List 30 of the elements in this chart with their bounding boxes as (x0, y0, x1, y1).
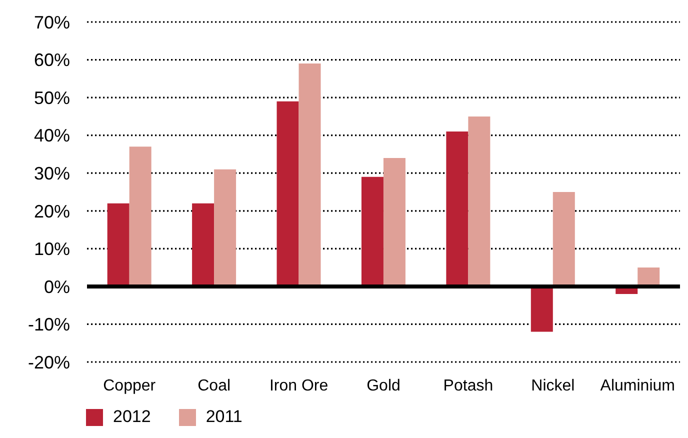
x-tick-label: Nickel (531, 377, 575, 394)
legend-label: 2011 (206, 407, 242, 427)
x-tick-label: Potash (443, 377, 494, 394)
y-tick-label: 60% (34, 50, 70, 70)
x-tick-label: Aluminium (600, 377, 675, 394)
x-tick-label: Iron Ore (269, 377, 328, 394)
bar (552, 192, 575, 286)
bar (276, 101, 299, 286)
x-tick-label: Copper (103, 377, 156, 394)
bar (361, 176, 384, 286)
bar (468, 116, 490, 286)
bar (214, 169, 236, 286)
y-tick-label: 30% (34, 164, 70, 184)
legend-label: 2012 (113, 407, 151, 427)
bar (129, 146, 152, 286)
bar (298, 64, 321, 286)
bar (446, 132, 468, 286)
bar (107, 203, 130, 286)
bar (192, 203, 214, 286)
y-tick-label: 20% (34, 201, 70, 222)
y-tick-label: 70% (34, 12, 70, 32)
bar (383, 158, 406, 286)
y-tick-label: 10% (34, 239, 70, 260)
y-tick-label: 50% (34, 88, 70, 108)
y-tick-label: -10% (28, 314, 70, 335)
y-tick-label: -20% (28, 352, 70, 372)
y-tick-label: 0% (44, 276, 70, 297)
y-tick-label: 40% (34, 126, 70, 146)
x-tick-label: Gold (366, 377, 400, 394)
x-tick-label: Coal (198, 377, 231, 394)
